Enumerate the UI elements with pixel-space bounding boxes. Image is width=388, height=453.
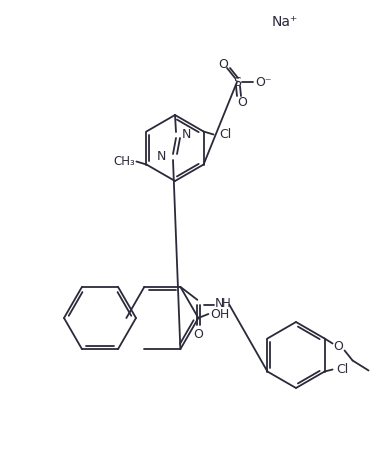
Text: O: O <box>334 340 343 353</box>
Text: Cl: Cl <box>220 128 232 141</box>
Text: N: N <box>156 150 166 164</box>
Text: Cl: Cl <box>336 363 349 376</box>
Text: N: N <box>215 297 224 310</box>
Text: N: N <box>181 129 191 141</box>
Text: OH: OH <box>211 308 230 321</box>
Text: O⁻: O⁻ <box>255 76 271 88</box>
Text: O: O <box>237 96 247 109</box>
Text: H: H <box>222 297 231 310</box>
Text: O: O <box>193 328 203 341</box>
Text: Na⁺: Na⁺ <box>272 15 298 29</box>
Text: S: S <box>233 76 241 88</box>
Text: O: O <box>218 58 228 71</box>
Text: CH₃: CH₃ <box>114 155 135 168</box>
